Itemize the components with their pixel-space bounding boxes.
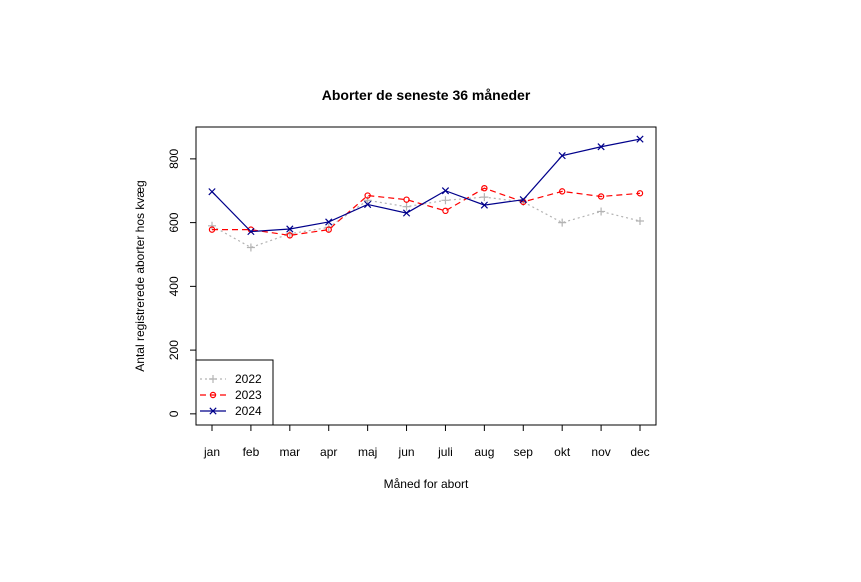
- data-point-2022: [480, 193, 489, 202]
- data-point-2024: [364, 200, 372, 209]
- legend-label-2023: 2023: [235, 388, 262, 402]
- data-point-2024: [286, 225, 294, 233]
- series-2024: [208, 135, 644, 236]
- data-point-2024: [441, 187, 450, 195]
- y-tick-label: 400: [167, 276, 181, 296]
- series-line-2023: [212, 187, 641, 236]
- y-axis: 0 200 400 600 800: [167, 149, 197, 417]
- x-tick-label: dec: [630, 445, 649, 459]
- data-point-2022: [636, 217, 644, 226]
- data-point-2024: [402, 209, 411, 217]
- data-point-2023: [597, 193, 605, 200]
- series-layer: [208, 135, 644, 252]
- x-tick-label: jun: [398, 445, 415, 459]
- data-point-2023: [558, 188, 566, 195]
- data-point-2024: [247, 227, 255, 236]
- data-point-2023: [442, 207, 449, 215]
- x-tick-label: apr: [320, 445, 337, 459]
- data-point-2023: [481, 184, 488, 192]
- x-tick-label: feb: [243, 445, 260, 459]
- x-tick-label: sep: [514, 445, 534, 459]
- legend-label-2024: 2024: [235, 404, 262, 418]
- y-tick-label: 800: [167, 149, 181, 169]
- data-point-2023: [403, 196, 410, 203]
- data-point-2022: [208, 221, 216, 230]
- data-point-2023: [286, 232, 294, 239]
- data-point-2022: [246, 243, 255, 252]
- x-tick-label: aug: [474, 445, 494, 459]
- data-point-2023: [208, 226, 216, 233]
- data-point-2022: [597, 207, 606, 216]
- data-point-2023: [364, 192, 371, 199]
- y-tick-label: 200: [167, 340, 181, 360]
- data-point-2024: [597, 143, 605, 151]
- y-tick-label: 600: [167, 212, 181, 232]
- x-axis-label: Måned for abort: [384, 477, 469, 491]
- data-point-2024: [636, 135, 644, 143]
- x-tick-label: maj: [358, 445, 377, 459]
- series-line-2024: [211, 138, 641, 233]
- x-tick-label: mar: [279, 445, 300, 459]
- y-axis-label: Antal registrerede aborter hos kvæg: [133, 180, 147, 371]
- x-tick-label: jan: [203, 445, 220, 459]
- data-point-2023: [325, 226, 332, 233]
- y-tick-label: 0: [167, 410, 181, 417]
- x-tick-label: nov: [591, 445, 610, 459]
- legend-marker-2022: [209, 375, 217, 383]
- x-tick-label: okt: [554, 445, 571, 459]
- x-axis: jan feb mar apr maj jun juli aug sep okt nov dec: [203, 424, 650, 459]
- data-point-2024: [325, 218, 333, 226]
- legend-marker-2024: [209, 407, 217, 415]
- legend-box: [195, 359, 274, 426]
- data-point-2024: [208, 188, 216, 196]
- chart-title: Aborter de seneste 36 måneder: [322, 87, 531, 103]
- legend: 2022 2023 2024: [195, 359, 274, 426]
- data-point-2022: [402, 202, 411, 211]
- data-point-2024: [480, 201, 488, 209]
- data-point-2024: [558, 152, 566, 160]
- legend-label-2022: 2022: [235, 372, 262, 386]
- series-2023: [208, 184, 644, 239]
- legend-marker-2023: [209, 391, 217, 399]
- data-point-2023: [636, 190, 644, 197]
- series-line-2022: [211, 196, 641, 249]
- x-tick-label: juli: [437, 445, 453, 459]
- data-point-2022: [441, 196, 450, 205]
- data-point-2024: [519, 196, 527, 204]
- data-point-2022: [558, 218, 567, 227]
